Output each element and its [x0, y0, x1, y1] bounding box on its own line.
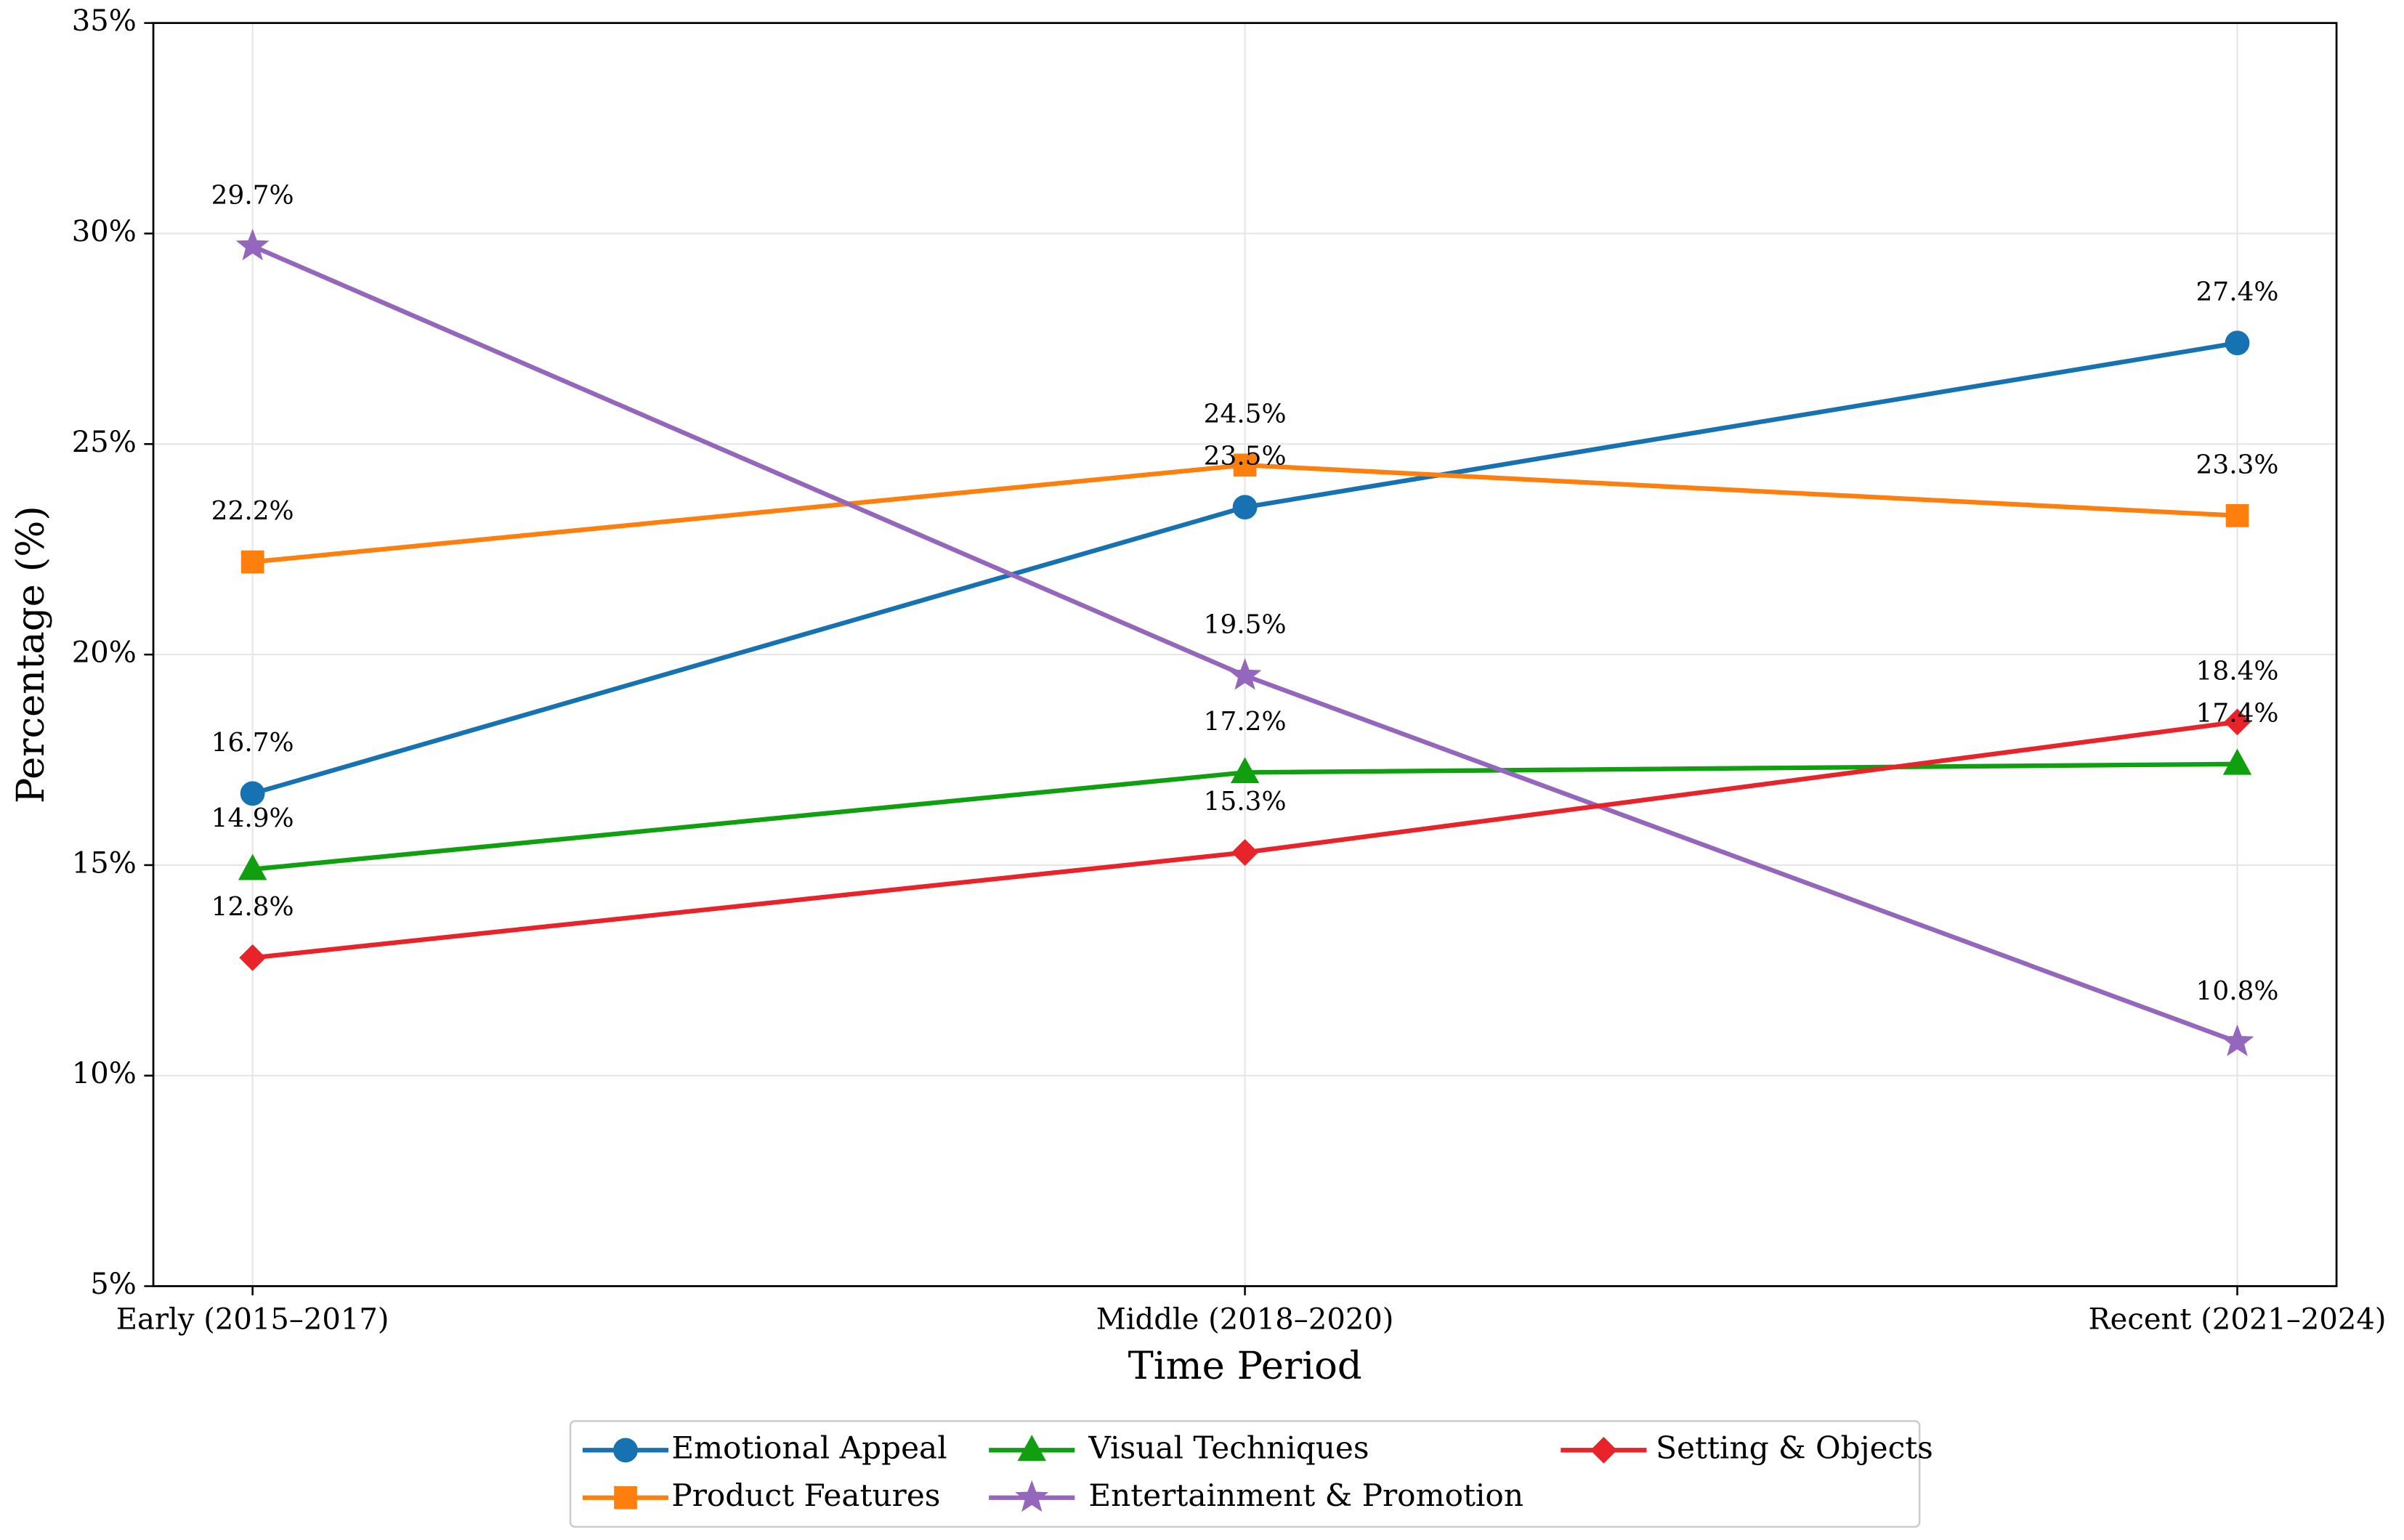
value-label: 12.8% — [211, 892, 294, 922]
legend-marker — [614, 1486, 637, 1509]
y-axis-title: Percentage (%) — [9, 506, 53, 803]
value-label: 23.3% — [2196, 450, 2279, 479]
value-label: 29.7% — [211, 180, 294, 210]
point — [240, 550, 264, 574]
value-label: 16.7% — [211, 728, 294, 758]
legend-label: Entertainment & Promotion — [1088, 1478, 1523, 1513]
y-tick-label: 20% — [72, 636, 137, 670]
series-lines — [235, 228, 2254, 1056]
point — [2225, 503, 2249, 527]
value-label: 10.8% — [2196, 976, 2279, 1006]
y-tick-label: 15% — [72, 846, 137, 880]
point — [2224, 708, 2251, 736]
legend-label: Product Features — [671, 1478, 940, 1513]
value-label: 15.3% — [1204, 787, 1287, 816]
value-label: 17.4% — [2196, 698, 2279, 728]
x-axis-title: Time Period — [1128, 1344, 1362, 1388]
point — [235, 228, 270, 261]
legend-marker — [613, 1438, 638, 1463]
legend-label: Visual Techniques — [1088, 1430, 1369, 1465]
value-label: 14.9% — [211, 803, 294, 833]
y-tick-label: 5% — [90, 1268, 137, 1301]
value-label: 24.5% — [1204, 400, 1287, 429]
point — [2225, 331, 2250, 356]
value-label: 22.2% — [211, 496, 294, 526]
legend-label: Emotional Appeal — [671, 1430, 947, 1465]
point — [2222, 748, 2252, 775]
legend: Emotional Appeal Product Features Visual T… — [582, 1430, 1933, 1513]
value-label: 18.4% — [2196, 656, 2279, 686]
point — [1230, 757, 1260, 784]
legend-marker — [1015, 1480, 1049, 1512]
point — [240, 781, 265, 806]
x-tick-label: Recent (2021–2024) — [2089, 1303, 2387, 1337]
point — [1232, 495, 1258, 520]
point — [1233, 453, 1257, 477]
legend-box — [569, 1419, 1921, 1528]
y-tick-label: 25% — [72, 426, 137, 459]
value-label: 27.4% — [2196, 277, 2279, 307]
point — [238, 854, 267, 880]
legend-marker — [1590, 1436, 1617, 1464]
point — [1231, 839, 1258, 866]
value-label: 17.2% — [1204, 707, 1287, 737]
point — [2220, 1024, 2254, 1056]
legend-marker — [1017, 1435, 1046, 1462]
plot-frame — [152, 22, 2338, 1287]
y-tick-label: 10% — [72, 1057, 137, 1090]
x-tick-label: Middle (2018–2020) — [1096, 1303, 1394, 1337]
value-label: 23.5% — [1204, 442, 1287, 471]
y-tick-label: 35% — [72, 4, 137, 38]
x-tick-label: Early (2015–2017) — [116, 1303, 389, 1337]
value-label: 19.5% — [1204, 610, 1287, 640]
point — [239, 944, 267, 971]
legend-label: Setting & Objects — [1656, 1430, 1933, 1465]
point — [1228, 657, 1262, 690]
value-labels: 16.7% 23.5% 27.4% 22.2% 24.5% 23.3% 14.9% 17.2%… — [211, 180, 2279, 1005]
y-tick-label: 30% — [72, 215, 137, 248]
